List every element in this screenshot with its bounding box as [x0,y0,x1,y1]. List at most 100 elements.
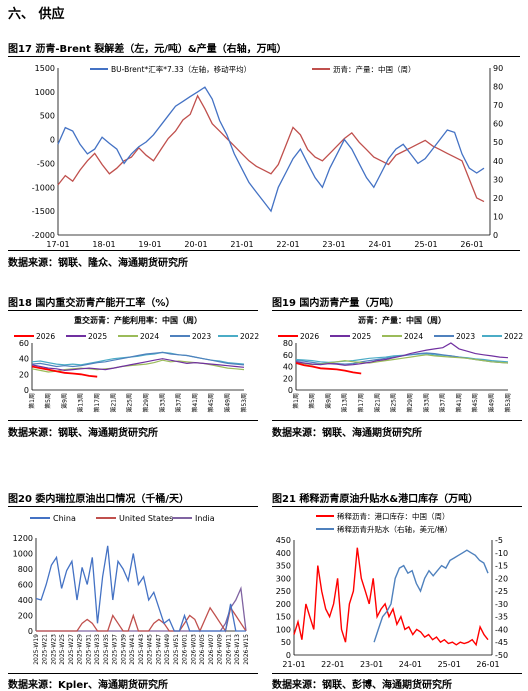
fig21-source: 数据来源：钢联、彭博、海通期货研究所 [272,680,452,691]
fig17-ytick-right-label: 60 [493,120,503,129]
fig21-xtick-label: 21-01 [282,660,305,669]
fig21-chart: 稀释沥青：港口库存：中国（周） 稀释沥青升贴水（右轴，美元/桶） 0 50 100 150… [276,511,508,669]
fig20-xtick-label: 2025-W45 [147,634,154,665]
fig19-xtick-label: 第1周 [292,393,300,409]
fig20-series-united-states [36,606,247,633]
fig19-xtick-label: 第33周 [422,393,430,413]
fig18-xtick-label: 第29周 [142,393,150,413]
fig17-xtick-label: 20-01 [184,240,207,249]
fig18-ytick-label: 20 [19,370,29,379]
fig17-ytick-right-label: 30 [493,175,503,184]
fig18-series-2025 [31,358,245,372]
fig18-ytick-label: 60 [19,339,29,348]
fig19-xtick-label: 第41周 [455,393,463,413]
fig17-ytick-label: -2000 [32,231,55,240]
fig18-xtick-label: 第53周 [240,393,248,413]
fig19-legend-label-2024: 2024 [404,332,423,341]
fig20-xtick-label: 2025-W39 [120,634,127,665]
fig20-ytick-label: 0 [28,627,33,636]
fig19-xtick-label: 第21周 [373,393,381,413]
fig18-title: 图18 国内重交沥青产能开工率（%） [8,298,176,309]
fig20-xtick-label: 2026-W13 [234,634,241,665]
fig20-chart: China United States India 0 200 400 600 800 1000… [13,514,250,665]
fig18-series-2026 [31,365,98,378]
fig21-legend-premium-label: 稀释沥青升贴水（右轴，美元/桶） [337,524,452,534]
fig18-source-rule [8,420,258,421]
fig19-xtick-label: 第17周 [357,393,365,413]
fig18-ytick-label: 0 [24,386,29,395]
fig20-xtick-label: 2025-W29 [77,634,84,665]
fig21-ytick-right-label: -25 [495,587,508,596]
fig19-ytick-label: 60 [283,351,293,360]
fig18-subtitle: 重交沥青：产能利用率：中国（周） [74,315,202,325]
legend-production-label: 沥青：产量：中国（周） [333,64,416,74]
fig20-xtick-label: 2026-W09 [217,634,224,665]
fig17-xtick-label: 24-01 [368,240,391,249]
fig20-xtick-label: 2025-W21 [42,634,49,665]
fig18-xtick-label: 第1周 [28,393,36,409]
fig18-chart: 重交沥青：产能利用率：中国（周） 2026 2025 2024 2023 2022 0 20 4… [14,315,259,413]
fig19-xtick-label: 第29周 [406,393,414,413]
fig20-ytick-label: 800 [18,565,33,574]
fig19-ytick-label: 0 [288,386,293,395]
fig17-ytick-label: 1500 [35,64,55,73]
fig21-ytick-label: 0 [286,651,291,660]
fig20-ytick-label: 200 [18,612,33,621]
fig17-xtick-label: 18-01 [92,240,115,249]
fig21-xtick-label: 25-01 [438,660,461,669]
fig18-legend-label-2026: 2026 [36,332,55,341]
fig17-ytick-right-label: 10 [493,212,503,221]
fig21-ytick-right-label: -35 [495,613,508,622]
fig21-source-rule [272,673,522,674]
fig20-source: 数据来源：Kpler、海通期货研究所 [8,680,169,691]
fig20-ytick-label: 1200 [13,534,33,543]
fig18-xtick-label: 第41周 [191,393,199,413]
fig17-ytick-label: 500 [40,112,55,121]
fig20-xtick-label: 2025-W41 [129,634,136,665]
fig17-ytick-right-label: 70 [493,101,503,110]
fig18-xtick-label: 第21周 [109,393,117,413]
fig19-chart: 沥青：产量：中国（周） 2026 2025 2024 2023 2022 0 20 40 60 80… [278,315,523,413]
fig21-xtick-label: 23-01 [360,660,383,669]
fig20-ytick-label: 1000 [13,550,33,559]
fig20-source-rule [8,673,258,674]
fig21-ytick-right-label: -5 [495,536,503,545]
production-series-line [57,94,485,203]
fig20-series-india [36,585,247,632]
fig21-xtick-label: 22-01 [321,660,344,669]
fig21-ytick-label: 50 [281,638,291,647]
fig19-xtick-label: 第5周 [308,393,316,409]
fig20-xtick-label: 2026-W07 [208,634,215,665]
fig17-ytick-right-label: 40 [493,157,503,166]
fig21-xtick-label: 26-01 [476,660,499,669]
fig21-ytick-right-label: -40 [495,625,508,634]
fig20-xtick-label: 2026-W01 [182,634,189,665]
fig20-legend-label-india: India [195,514,215,523]
fig19-ytick-label: 20 [283,374,293,383]
fig19-xtick-label: 第49周 [487,393,495,413]
fig17-ytick-right-label: 20 [493,194,503,203]
fig21-ytick-right-label: -30 [495,600,508,609]
fig21-ytick-label: 250 [276,587,291,596]
fig17-ytick-label: 1000 [35,88,55,97]
fig19-ytick-label: 40 [283,363,293,372]
fig19-legend-label-2026: 2026 [300,332,319,341]
fig17-xtick-label: 26-01 [460,240,483,249]
fig21-ytick-right-label: -10 [495,549,508,558]
fig18-xtick-label: 第9周 [60,393,68,409]
fig20-xtick-label: 2025-W27 [68,634,75,665]
fig18-xtick-label: 第49周 [223,393,231,413]
fig18-xtick-label: 第17周 [93,393,101,413]
fig19-xtick-label: 第9周 [324,393,332,409]
fig21-ytick-right-label: -15 [495,562,508,571]
fig19-source: 数据来源：钢联、海通期货研究所 [272,428,422,439]
spread-series-line [57,86,485,213]
fig21-legend-inventory-label: 稀释沥青：港口库存：中国（周） [337,511,450,521]
fig17-source: 数据来源：钢联、隆众、海通期货研究所 [8,258,188,269]
fig20-xtick-label: 2025-W31 [85,634,92,665]
fig20-legend-label-united-states: United States [119,514,173,523]
fig20-xtick-label: 2025-W37 [112,634,119,665]
fig18-source: 数据来源：钢联、海通期货研究所 [8,428,158,439]
fig17-xtick-label: 17-01 [46,240,69,249]
fig19-source-rule [272,420,522,421]
